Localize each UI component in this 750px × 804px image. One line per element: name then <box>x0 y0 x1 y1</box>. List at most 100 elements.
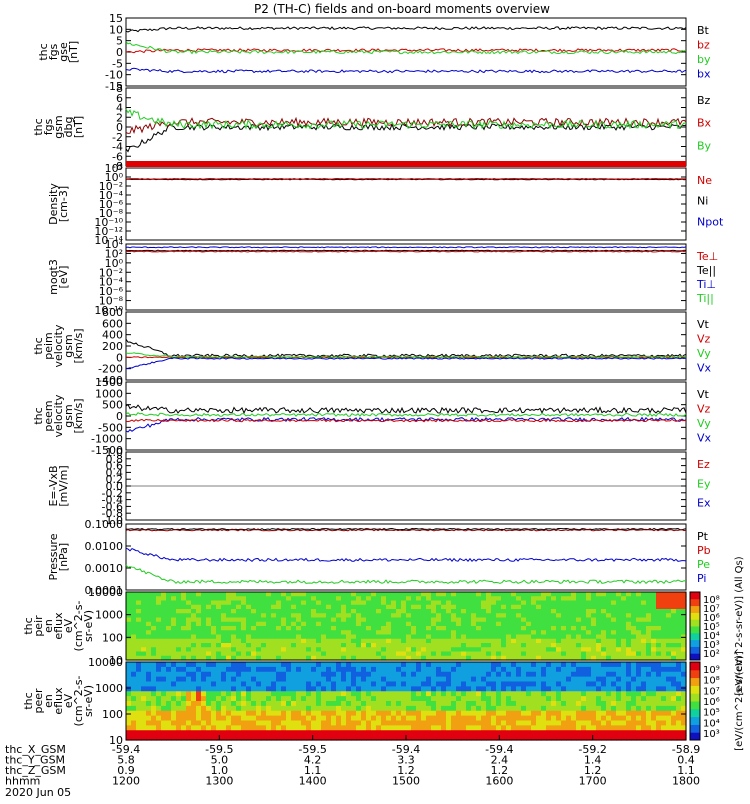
spectrogram-cell <box>176 638 182 644</box>
spectrogram-cell <box>236 720 242 726</box>
spectrogram-cell <box>131 604 137 610</box>
y-tick-label: 10⁰ <box>105 257 124 270</box>
spectrogram-cell <box>436 655 442 661</box>
spectrogram-cell <box>226 647 232 653</box>
spectrogram-cell <box>491 735 497 741</box>
spectrogram-cell <box>211 651 217 657</box>
ephemeris-value: 1.2 <box>584 764 602 777</box>
spectrogram-cell <box>581 643 587 648</box>
spectrogram-cell <box>176 696 182 702</box>
spectrogram-cell <box>471 705 477 712</box>
spectrogram-cell <box>511 671 517 678</box>
spectrogram-cell <box>346 655 352 661</box>
spectrogram-cell <box>591 705 597 712</box>
spectrogram-cell <box>306 720 312 726</box>
spectrogram-cell <box>231 630 237 636</box>
panel-frame <box>125 87 687 167</box>
spectrogram-cell <box>241 596 247 602</box>
spectrogram-cell <box>311 617 317 623</box>
spectrogram-cell <box>551 671 557 678</box>
series-line-Bz <box>125 122 687 153</box>
spectrogram-cell <box>436 609 442 614</box>
spectrogram-cell <box>416 621 422 627</box>
spectrogram-cell <box>161 666 167 673</box>
spectrogram-cell <box>666 686 672 692</box>
spectrogram-cell <box>531 647 537 653</box>
spectrogram-cell <box>661 691 667 697</box>
spectrogram-cell <box>361 613 367 619</box>
spectrogram-cell <box>471 655 477 661</box>
legend-entry: Ez <box>697 458 710 471</box>
spectrogram-cell <box>596 626 602 631</box>
spectrogram-cell <box>286 730 292 736</box>
spectrogram-cell <box>336 647 342 653</box>
spectrogram-cell <box>186 676 192 683</box>
spectrogram-cell <box>631 600 637 606</box>
spectrogram-cell <box>171 655 177 661</box>
spectrogram-cell <box>351 666 357 673</box>
spectrogram-cell <box>476 600 482 606</box>
ephemeris-value: 1.0 <box>211 764 229 777</box>
spectrogram-cell <box>496 630 502 636</box>
spectrogram-cell <box>161 655 167 661</box>
spectrogram-cell <box>141 617 147 623</box>
spectrogram-cell <box>641 609 647 614</box>
spectrogram-cell <box>371 735 377 741</box>
spectrogram-cell <box>276 691 282 697</box>
spectrogram-cell <box>431 613 437 619</box>
spectrogram-cell <box>521 613 527 619</box>
spectrogram-cell <box>336 696 342 702</box>
spectrogram-cell <box>431 730 437 736</box>
spectrogram-cell <box>211 681 217 687</box>
spectrogram-cell <box>146 630 152 636</box>
spectrogram-cell <box>386 634 392 640</box>
spectrogram-cell <box>186 630 192 636</box>
spectrogram-cell <box>231 725 237 731</box>
spectrogram-cell <box>171 621 177 627</box>
spectrogram-cell <box>251 638 257 644</box>
spectrogram-cell <box>581 596 587 602</box>
spectrogram-cell <box>216 647 222 653</box>
spectrogram-cell <box>161 681 167 687</box>
spectrogram-cell <box>486 671 492 678</box>
spectrogram-cell <box>151 613 157 619</box>
spectrogram-cell <box>226 630 232 636</box>
spectrogram-cell <box>466 647 472 653</box>
spectrogram-cell <box>436 686 442 692</box>
spectrogram-cell <box>486 735 492 741</box>
spectrogram-cell <box>606 735 612 741</box>
spectrogram-cell <box>586 617 592 623</box>
spectrogram-cell <box>511 701 517 707</box>
spectrogram-cell <box>156 681 162 687</box>
spectrogram-cell <box>161 662 167 668</box>
spectrogram-cell <box>671 643 677 648</box>
spectrogram-cell <box>636 630 642 636</box>
spectrogram-cell <box>276 696 282 702</box>
spectrogram-cell <box>146 671 152 678</box>
spectrogram-cell <box>216 715 222 722</box>
spectrogram-cell <box>401 710 407 717</box>
spectrogram-cell <box>601 696 607 702</box>
spectrogram-cell <box>396 655 402 661</box>
spectrogram-cell <box>626 600 632 606</box>
spectrogram-cell <box>466 600 472 606</box>
spectrogram-cell <box>606 681 612 687</box>
spectrogram-cell <box>556 662 562 668</box>
spectrogram-cell <box>661 676 667 683</box>
spectrogram-cell <box>556 681 562 687</box>
spectrogram-cell <box>596 604 602 610</box>
spectrogram-cell <box>166 592 172 597</box>
spectrogram-cell <box>221 604 227 610</box>
spectrogram-cell <box>576 609 582 614</box>
spectrogram-cell <box>376 604 382 610</box>
spectrogram-cell <box>316 725 322 731</box>
y-axis-label: eV <box>62 618 75 633</box>
spectrogram-cell <box>336 630 342 636</box>
spectrogram-cell <box>421 604 427 610</box>
spectrogram-cell <box>351 609 357 614</box>
spectrogram-cell <box>276 720 282 726</box>
spectrogram-cell <box>376 613 382 619</box>
spectrogram-cell <box>406 676 412 683</box>
spectrogram-cell <box>306 735 312 741</box>
spectrogram-cell <box>626 686 632 692</box>
